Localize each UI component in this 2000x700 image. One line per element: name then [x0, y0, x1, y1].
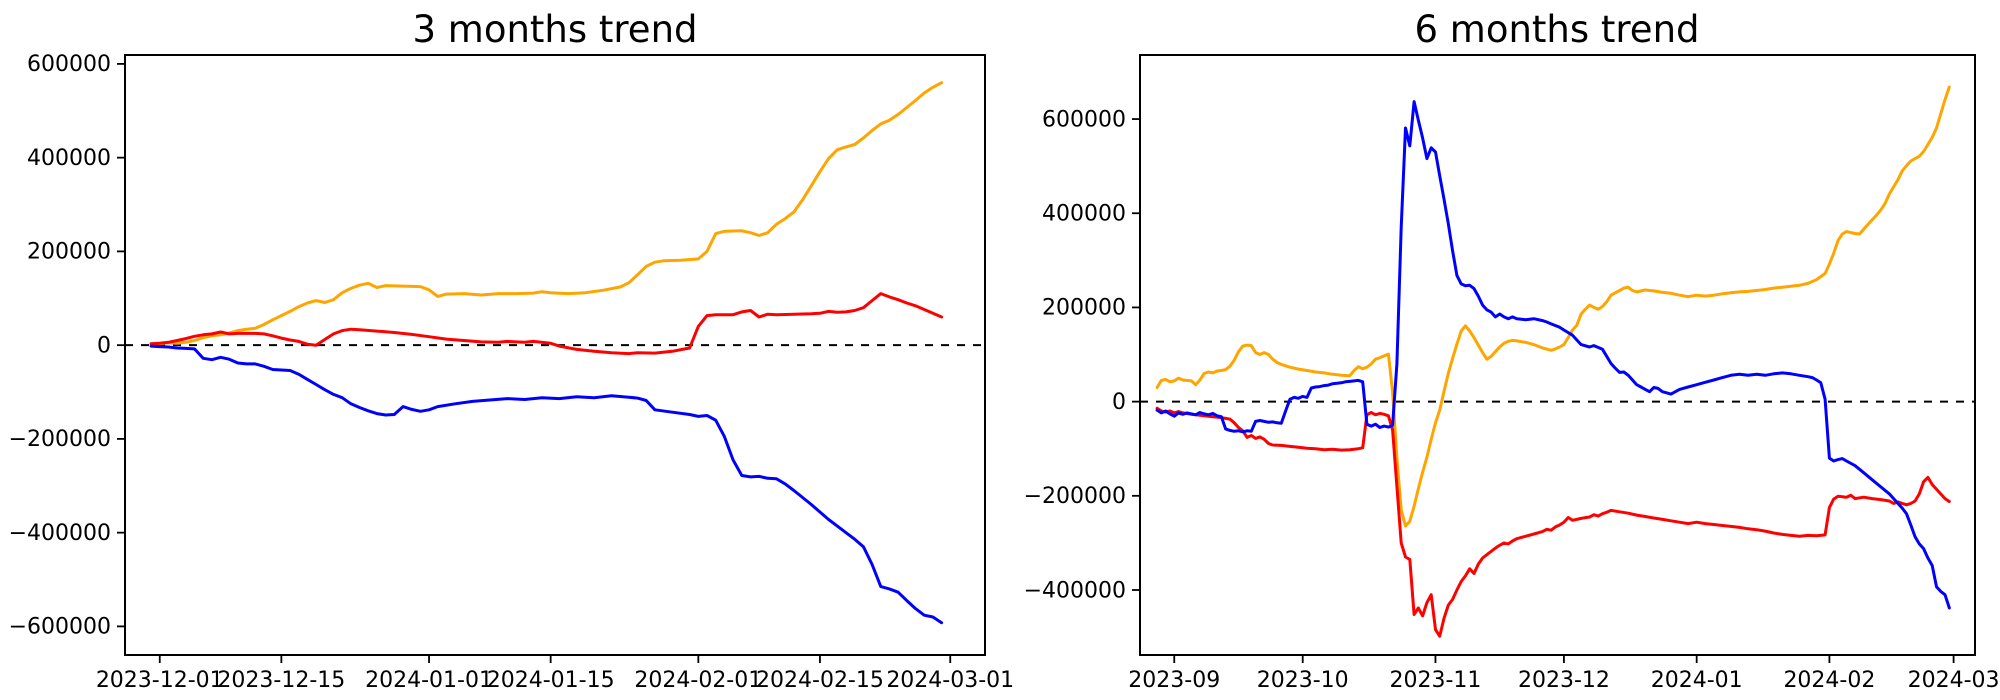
- x-tick-label: 2023-11: [1390, 668, 1482, 693]
- y-tick-label: 600000: [1042, 107, 1126, 132]
- series-blue-line: [149, 344, 944, 625]
- x-tick-label: 2024-01-15: [487, 668, 615, 693]
- y-tick-label: 200000: [27, 240, 111, 265]
- plot-area-3-months: 600000 400000 200000 0 −200000 −400000 −600000…: [9, 52, 1015, 693]
- series-red-line: [149, 292, 944, 356]
- y-tick-label: 600000: [27, 52, 111, 77]
- y-tick-label: 400000: [27, 146, 111, 171]
- axes-spine: [1139, 54, 1976, 656]
- x-tick-label: 2024-03: [1908, 668, 2000, 693]
- plot-area-6-months: 600000 400000 200000 0 −200000 −400000 2023-09…: [1024, 54, 2000, 693]
- y-tick-label: −400000: [9, 521, 111, 546]
- chart-6-months-trend: 6 months trend 600000 400000 200000 0 −20000…: [1024, 8, 2000, 693]
- series-red-line: [1155, 406, 1951, 638]
- x-tick-label: 2023-12: [1518, 668, 1610, 693]
- x-tick-label: 2024-02-15: [756, 668, 884, 693]
- y-tick-label: 0: [1112, 390, 1126, 415]
- series-orange-line: [1155, 85, 1951, 528]
- x-tick-label: 2024-02: [1783, 668, 1875, 693]
- y-tick-label: 0: [97, 333, 111, 358]
- x-tick-label: 2024-01: [1651, 668, 1743, 693]
- y-tick-label: −200000: [1024, 484, 1126, 509]
- axes-spine: [124, 54, 986, 656]
- x-tick-label: 2023-12-01: [96, 668, 224, 693]
- x-tick-label: 2023-10: [1257, 668, 1349, 693]
- x-tick-label: 2024-02-01: [634, 668, 762, 693]
- y-tick-label: 200000: [1042, 296, 1126, 321]
- y-tick-label: −600000: [9, 615, 111, 640]
- chart-title-3-months: 3 months trend: [412, 8, 697, 51]
- chart-3-months-trend: 3 months trend 600000 400000 200000 0 −20000…: [9, 8, 1015, 693]
- chart-title-6-months: 6 months trend: [1414, 8, 1699, 51]
- series-orange-line: [149, 81, 944, 346]
- y-tick-label: −400000: [1024, 578, 1126, 603]
- series-blue-line: [1155, 100, 1951, 610]
- x-tick-label: 2024-03-01: [886, 668, 1014, 693]
- x-tick-label: 2023-12-15: [217, 668, 345, 693]
- x-tick-label: 2023-09: [1128, 668, 1220, 693]
- y-tick-label: 400000: [1042, 202, 1126, 227]
- y-tick-label: −200000: [9, 427, 111, 452]
- x-tick-label: 2024-01-01: [365, 668, 493, 693]
